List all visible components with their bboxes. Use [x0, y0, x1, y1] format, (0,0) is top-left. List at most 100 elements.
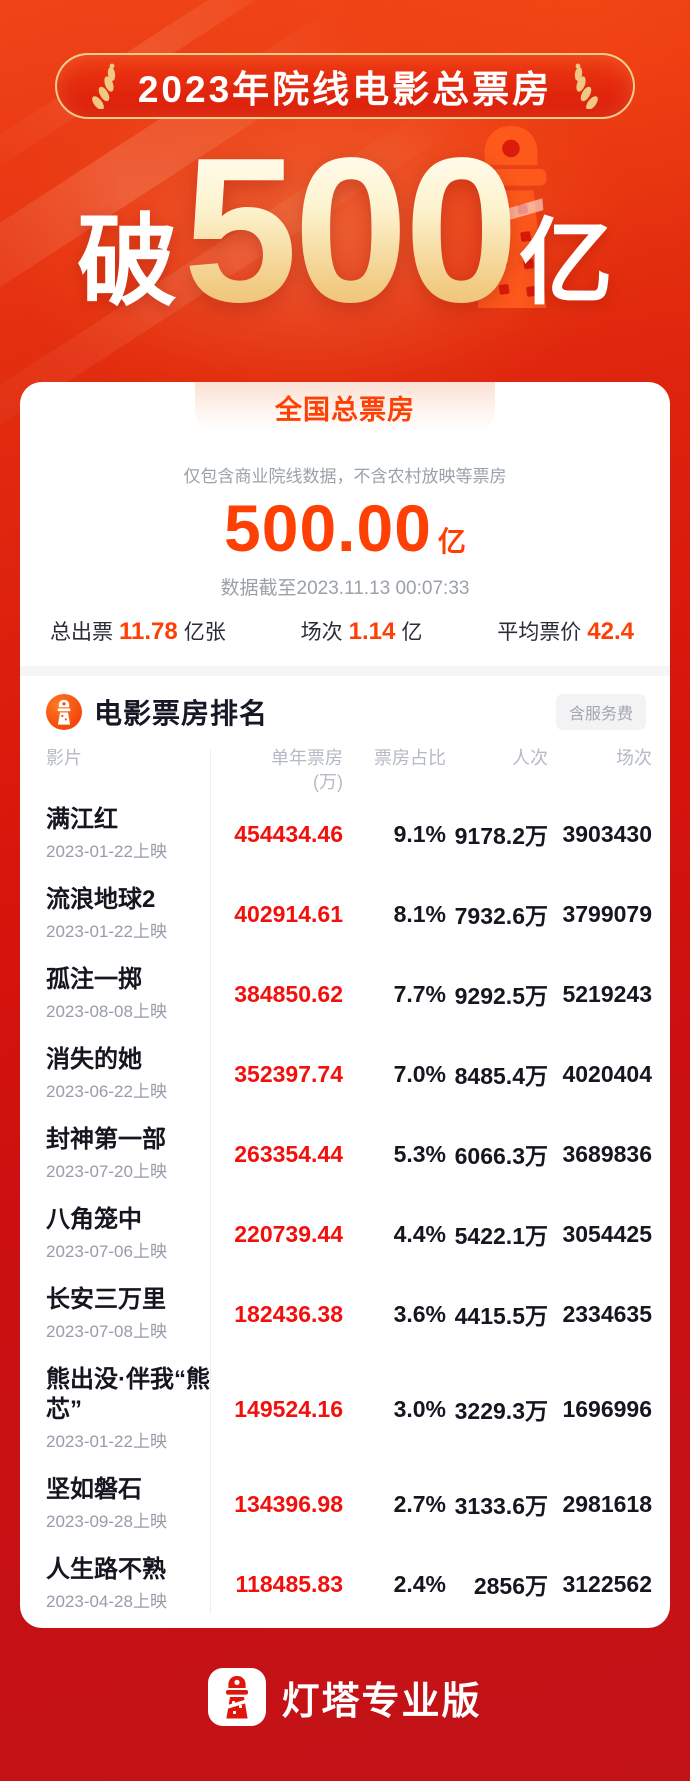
lighthouse-badge-icon: [46, 694, 82, 730]
film-box-office: 220739.44: [234, 1220, 343, 1247]
total-value: 500.00: [224, 491, 432, 565]
stat-suffix: 亿张: [183, 621, 226, 644]
ranking-title: 电影票房排名: [94, 698, 269, 729]
col-header-share: 票房占比: [374, 748, 446, 768]
table-row[interactable]: 孤注一掷 2023-08-08上映 384850.62 7.7% 9292.5万…: [46, 954, 652, 1034]
hero-amount: 500: [183, 115, 519, 346]
hero-prefix: 破: [77, 206, 178, 318]
film-release-date: 2023-04-28上映: [46, 1592, 167, 1611]
film-share: 2.7%: [393, 1490, 446, 1517]
film-title: 消失的她: [46, 1046, 142, 1073]
stat-value: 42.4: [587, 618, 634, 645]
laurel-icon: [574, 63, 599, 109]
brand-name: 灯塔专业版: [281, 1680, 482, 1723]
film-admissions: 6066.3万: [454, 1143, 548, 1169]
table-row[interactable]: 熊出没·伴我“熊芯” 2023-01-22上映 149524.16 3.0% 3…: [46, 1354, 652, 1464]
film-title: 人生路不熟: [46, 1556, 166, 1583]
table-row[interactable]: 流浪地球2 2023-01-22上映 402914.61 8.1% 7932.6…: [46, 874, 652, 954]
film-admissions: 2856万: [473, 1573, 548, 1599]
film-screenings: 2334635: [562, 1300, 652, 1327]
stat-screenings: 场次 1.14 亿: [301, 616, 423, 646]
film-values: 149524.16 3.0% 3229.3万 1696996: [210, 1392, 652, 1426]
film-title: 坚如磐石: [46, 1476, 142, 1503]
film-cell: 孤注一掷 2023-08-08上映: [46, 965, 210, 1023]
stat-value: 11.78: [119, 618, 178, 645]
film-share: 3.0%: [393, 1395, 446, 1422]
film-share: 7.0%: [393, 1060, 446, 1087]
col-header-box-office: 单年票房 (万): [210, 746, 343, 794]
brand-footer: 灯塔专业版: [0, 1668, 690, 1726]
total-box-office: 500.00 亿: [20, 495, 670, 561]
col-header-film: 影片: [46, 748, 82, 768]
film-box-office: 263354.44: [234, 1140, 343, 1167]
title-banner: 2023年院线电影总票房: [55, 53, 635, 119]
hero-unit: 亿: [518, 210, 613, 315]
film-values: 118485.83 2.4% 2856万 3122562: [210, 1567, 652, 1601]
film-release-date: 2023-07-08上映: [46, 1322, 167, 1341]
table-row[interactable]: 消失的她 2023-06-22上映 352397.74 7.0% 8485.4万…: [46, 1034, 652, 1114]
film-cell: 满江红 2023-01-22上映: [46, 805, 210, 863]
film-title: 熊出没·伴我“熊芯”: [46, 1366, 210, 1423]
film-cell: 消失的她 2023-06-22上映: [46, 1045, 210, 1103]
film-share: 9.1%: [393, 820, 446, 847]
film-cell: 封神第一部 2023-07-20上映: [46, 1125, 210, 1183]
summary-card: 全国总票房 仅包含商业院线数据，不含农村放映等票房 500.00 亿 数据截至2…: [20, 382, 670, 1628]
film-title: 满江红: [46, 806, 118, 833]
summary-stats: 总出票 11.78 亿张 场次 1.14 亿 平均票价 42.4: [20, 616, 670, 646]
film-release-date: 2023-08-08上映: [46, 1002, 167, 1021]
service-fee-badge[interactable]: 含服务费: [555, 694, 646, 730]
film-share: 5.3%: [393, 1140, 446, 1167]
stat-label: 场次: [300, 621, 343, 644]
col-header-box-line1: 单年票房: [271, 748, 343, 768]
film-cell: 八角笼中 2023-07-06上映: [46, 1205, 210, 1263]
film-cell: 流浪地球2 2023-01-22上映: [46, 885, 210, 943]
film-admissions: 5422.1万: [454, 1223, 548, 1249]
film-screenings: 5219243: [562, 980, 652, 1007]
table-row[interactable]: 满江红 2023-01-22上映 454434.46 9.1% 9178.2万 …: [46, 794, 652, 874]
film-admissions: 9178.2万: [454, 823, 548, 849]
beacon-app-icon: [208, 1668, 267, 1726]
laurel-icon: [91, 63, 116, 109]
film-release-date: 2023-01-22上映: [46, 922, 167, 941]
stat-average-price: 平均票价 42.4: [497, 616, 640, 646]
ranking-section-header: 电影票房排名 含服务费: [20, 692, 670, 732]
film-admissions: 9292.5万: [454, 983, 548, 1009]
film-release-date: 2023-07-06上映: [46, 1242, 167, 1261]
film-box-office: 149524.16: [234, 1395, 343, 1422]
column-divider: [210, 750, 211, 1614]
film-title: 长安三万里: [46, 1286, 166, 1313]
film-share: 2.4%: [393, 1570, 446, 1597]
film-release-date: 2023-01-22上映: [46, 1432, 167, 1451]
film-admissions: 3133.6万: [454, 1493, 548, 1519]
stat-value: 1.14: [348, 618, 396, 645]
film-values: 352397.74 7.0% 8485.4万 4020404: [210, 1057, 652, 1091]
film-screenings: 3903430: [562, 820, 652, 847]
film-screenings: 3799079: [562, 900, 652, 927]
table-row[interactable]: 坚如磐石 2023-09-28上映 134396.98 2.7% 3133.6万…: [46, 1464, 652, 1544]
tab-national-box-office[interactable]: 全国总票房: [195, 382, 495, 432]
film-values: 402914.61 8.1% 7932.6万 3799079: [210, 897, 652, 931]
table-row[interactable]: 人生路不熟 2023-04-28上映 118485.83 2.4% 2856万 …: [46, 1544, 652, 1624]
stat-label: 总出票: [50, 621, 113, 644]
film-box-office: 118485.83: [235, 1570, 343, 1597]
film-release-date: 2023-06-22上映: [46, 1082, 167, 1101]
film-box-office: 134396.98: [234, 1490, 343, 1517]
film-screenings: 4020404: [562, 1060, 652, 1087]
hero-headline: 破 500 亿: [0, 115, 690, 346]
film-box-office: 352397.74: [234, 1060, 343, 1087]
table-row[interactable]: 八角笼中 2023-07-06上映 220739.44 4.4% 5422.1万…: [46, 1194, 652, 1274]
table-rows: 满江红 2023-01-22上映 454434.46 9.1% 9178.2万 …: [46, 794, 652, 1624]
stat-suffix: 亿: [401, 621, 423, 644]
film-share: 8.1%: [393, 900, 446, 927]
film-title: 八角笼中: [46, 1206, 142, 1233]
film-admissions: 8485.4万: [454, 1063, 548, 1089]
table-row[interactable]: 封神第一部 2023-07-20上映 263354.44 5.3% 6066.3…: [46, 1114, 652, 1194]
lighthouse-icon: [475, 125, 547, 308]
total-unit: 亿: [437, 526, 466, 557]
table-row[interactable]: 长安三万里 2023-07-08上映 182436.38 3.6% 4415.5…: [46, 1274, 652, 1354]
tab-label: 全国总票房: [275, 394, 415, 425]
film-title: 封神第一部: [46, 1126, 166, 1153]
film-values: 263354.44 5.3% 6066.3万 3689836: [210, 1137, 652, 1171]
film-share: 4.4%: [393, 1220, 446, 1247]
film-box-office: 402914.61: [234, 900, 343, 927]
